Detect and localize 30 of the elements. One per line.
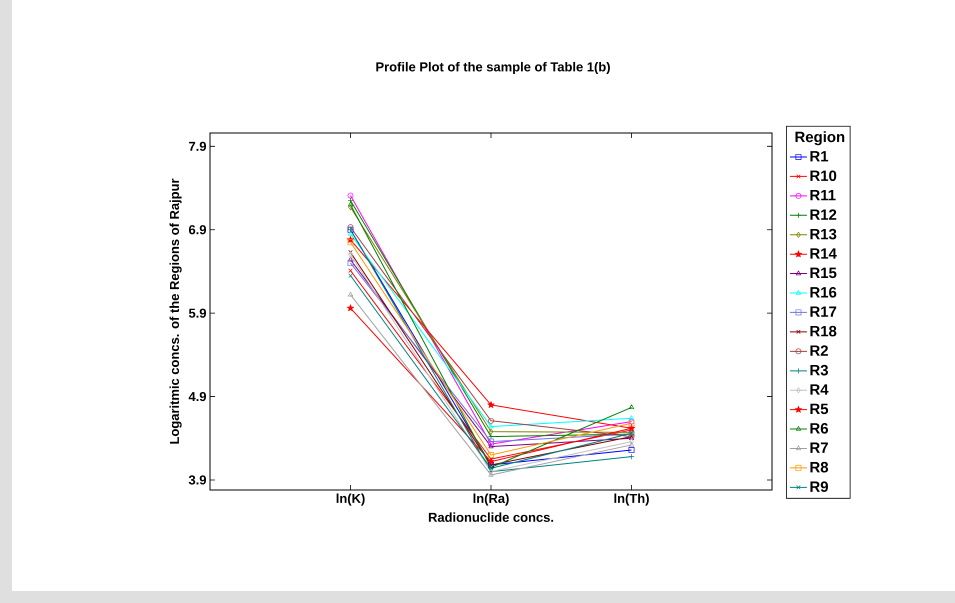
legend-label: R4 bbox=[810, 384, 828, 395]
legend-label: R13 bbox=[810, 228, 836, 240]
legend-label: R3 bbox=[810, 364, 828, 376]
legend-label: R10 bbox=[810, 170, 836, 182]
legend-label: R11 bbox=[810, 190, 836, 200]
y-tick-label: 7.9 bbox=[189, 142, 206, 151]
legend-label: R1 bbox=[810, 151, 828, 162]
legend-label: R18 bbox=[810, 326, 836, 336]
legend-label: R9 bbox=[810, 481, 828, 492]
legend-label: R15 bbox=[810, 268, 836, 278]
legend-title: Region bbox=[795, 131, 844, 146]
legend-label: R12 bbox=[810, 209, 836, 220]
legend-label: R6 bbox=[810, 423, 828, 434]
x-tick-label: ln(Th) bbox=[614, 494, 649, 506]
y-tick-label: 6.9 bbox=[188, 225, 206, 234]
x-axis-title: Radionuclide concs. bbox=[428, 512, 554, 522]
x-tick-label: ln(K) bbox=[336, 494, 365, 506]
legend-label: R5 bbox=[810, 404, 828, 414]
y-axis-title: Logaritmic concs. of the Regions of Rajpur bbox=[170, 178, 182, 444]
y-tick-label: 3.9 bbox=[188, 475, 206, 485]
legend-label: R14 bbox=[810, 248, 837, 259]
x-tick-label: ln(Ra) bbox=[474, 494, 509, 506]
y-tick-label: 5.9 bbox=[188, 308, 206, 318]
legend-label: R8 bbox=[810, 462, 828, 472]
legend-label: R17 bbox=[810, 306, 836, 317]
chart-title: Profile Plot of the sample of Table 1(b) bbox=[376, 62, 610, 74]
legend-label: R16 bbox=[810, 287, 836, 298]
y-tick-label: 4.9 bbox=[188, 392, 206, 402]
legend-label: R2 bbox=[810, 345, 828, 356]
legend-label: R7 bbox=[810, 442, 828, 453]
